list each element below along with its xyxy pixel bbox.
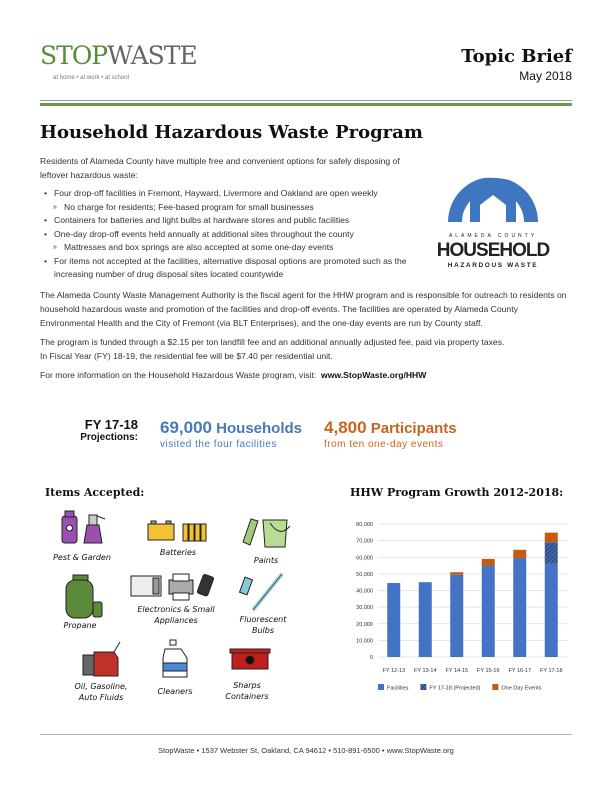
stats-fy: FY 17-18 [84, 417, 138, 432]
cleaners-icon [162, 639, 188, 678]
item-label: Pest & Garden [53, 553, 111, 562]
y-tick-label: 60,000 [356, 555, 373, 561]
legend-label: Facilities [387, 686, 409, 692]
households-unit: Households [216, 420, 303, 437]
bar-one-day-events [513, 549, 527, 559]
bar-facilities [481, 565, 495, 657]
bar-one-day-events [481, 558, 495, 566]
participants-unit: Participants [370, 420, 457, 437]
households-stat: 69,000 Households visited the four facil… [160, 418, 302, 451]
y-tick-label: 80,000 [356, 522, 373, 528]
x-tick-label: FY 12-13 [382, 668, 405, 674]
bullet-item: Containers for batteries and light bulbs… [40, 214, 415, 228]
house-arc-icon [448, 172, 538, 222]
paints-icon [242, 518, 291, 548]
item-label: Sharps Containers [225, 681, 269, 701]
y-tick-label: 0 [370, 655, 373, 661]
y-tick-label: 40,000 [356, 589, 373, 595]
legend-swatch [378, 684, 384, 690]
chart-title: HHW Program Growth 2012-2018: [350, 486, 564, 499]
x-tick-label: FY 13-14 [414, 668, 437, 674]
footer: StopWaste • 1537 Webster St, Oakland, CA… [158, 746, 454, 755]
item-label: Paints [253, 556, 279, 565]
households-sub: visited the four facilities [160, 439, 277, 450]
divider [40, 100, 572, 101]
hhw-logo-sub: HAZARDOUS WASTE [447, 262, 539, 269]
footer-divider [40, 734, 572, 735]
participants-stat: 4,800 Participants from ten one-day even… [324, 418, 457, 451]
legend-label: One Day Events [501, 686, 541, 692]
bullet-item: Mattresses and box springs are also acce… [40, 241, 415, 255]
y-tick-label: 20,000 [356, 622, 373, 628]
paragraph-funding: The program is funded through a $2.15 pe… [40, 336, 505, 347]
bar-facilities [387, 583, 401, 657]
bullet-list: Four drop-off facilities in Fremont, Hay… [40, 187, 415, 282]
doc-date: May 2018 [519, 69, 572, 83]
intro: Residents of Alameda County have multipl… [40, 156, 400, 180]
participants-number: 4,800 [324, 418, 367, 437]
item-label: Propane [63, 621, 97, 630]
y-tick-label: 10,000 [356, 638, 373, 644]
body-text: Residents of Alameda County have multipl… [40, 154, 575, 382]
bullet-item: Four drop-off facilities in Fremont, Hay… [40, 187, 415, 201]
y-tick-label: 50,000 [356, 572, 373, 578]
y-tick-label: 70,000 [356, 539, 373, 545]
legend-swatch [420, 684, 427, 690]
bar-facilities [544, 563, 558, 657]
logo-tagline: at home • at work • at school [53, 75, 129, 81]
paragraph-authority: The Alameda County Waste Management Auth… [40, 289, 567, 328]
y-tick-label: 30,000 [356, 605, 373, 611]
stats-label: FY 17-18 Projections: [60, 418, 138, 444]
hhw-logo-main: HOUSEHOLD [436, 240, 550, 261]
page-title: Household Hazardous Waste Program [40, 122, 423, 143]
bar-one-day-events [450, 572, 464, 575]
bar-fy-17-18-projected- [544, 542, 558, 564]
divider-green [40, 103, 572, 106]
hhw-logo: ALAMEDA COUNTY HOUSEHOLD HAZARDOUS WASTE [420, 160, 570, 275]
participants-sub: from ten one-day events [324, 439, 444, 450]
bullet-item: One-day drop-off events held annually at… [40, 228, 415, 242]
fluorescent-bulbs-icon [238, 572, 284, 612]
bullet-item: For items not accepted at the facilities… [40, 255, 415, 282]
batteries-icon [147, 520, 207, 542]
bar-facilities [450, 574, 464, 657]
x-tick-label: FY 15-16 [477, 668, 500, 674]
x-tick-label: FY 14-15 [445, 668, 468, 674]
x-tick-label: FY 16-17 [508, 668, 531, 674]
bar-facilities [513, 558, 527, 657]
sharps-containers-icon [229, 648, 271, 670]
electronics-icon [130, 573, 214, 601]
bar-facilities [418, 582, 432, 657]
item-label: Oil, Gasoline, Auto Fluids [74, 682, 128, 702]
oil-gasoline-icon [82, 641, 121, 677]
doc-type: Topic Brief [461, 46, 572, 67]
legend-swatch [492, 684, 499, 690]
stats-projections: Projections: [80, 432, 138, 443]
stopwaste-logo: STOPWASTE [40, 41, 198, 70]
projections: FY 17-18 Projections: 69,000 Households v… [60, 418, 560, 451]
legend-label: FY 17-18 (Projected) [429, 686, 480, 692]
item-label: Fluorescent Bulbs [239, 615, 287, 635]
item-label: Batteries [159, 548, 197, 557]
propane-icon [65, 574, 103, 619]
growth-chart: 0 10,000 20,000 30,000 40,000 50,000 60,000 70,… [356, 522, 567, 692]
item-label: Electronics & Small Appliances [137, 605, 215, 625]
more-info: For more information on the Household Ha… [40, 368, 575, 382]
bar-one-day-events [544, 532, 558, 543]
item-label: Cleaners [157, 687, 193, 696]
pest-garden-icon [61, 510, 106, 544]
households-number: 69,000 [160, 418, 212, 437]
x-tick-label: FY 17-18 [540, 668, 563, 674]
items-title: Items Accepted: [45, 486, 145, 499]
item-icons [61, 510, 291, 678]
hhw-link[interactable]: www.StopWaste.org/HHW [321, 369, 427, 380]
hhw-logo-county: ALAMEDA COUNTY [448, 233, 538, 239]
paragraph-fee: In Fiscal Year (FY) 18-19, the residenti… [40, 350, 333, 361]
more-info-text: For more information on the Household Ha… [40, 369, 317, 380]
bullet-item: No charge for residents; Fee-based progr… [40, 201, 415, 215]
